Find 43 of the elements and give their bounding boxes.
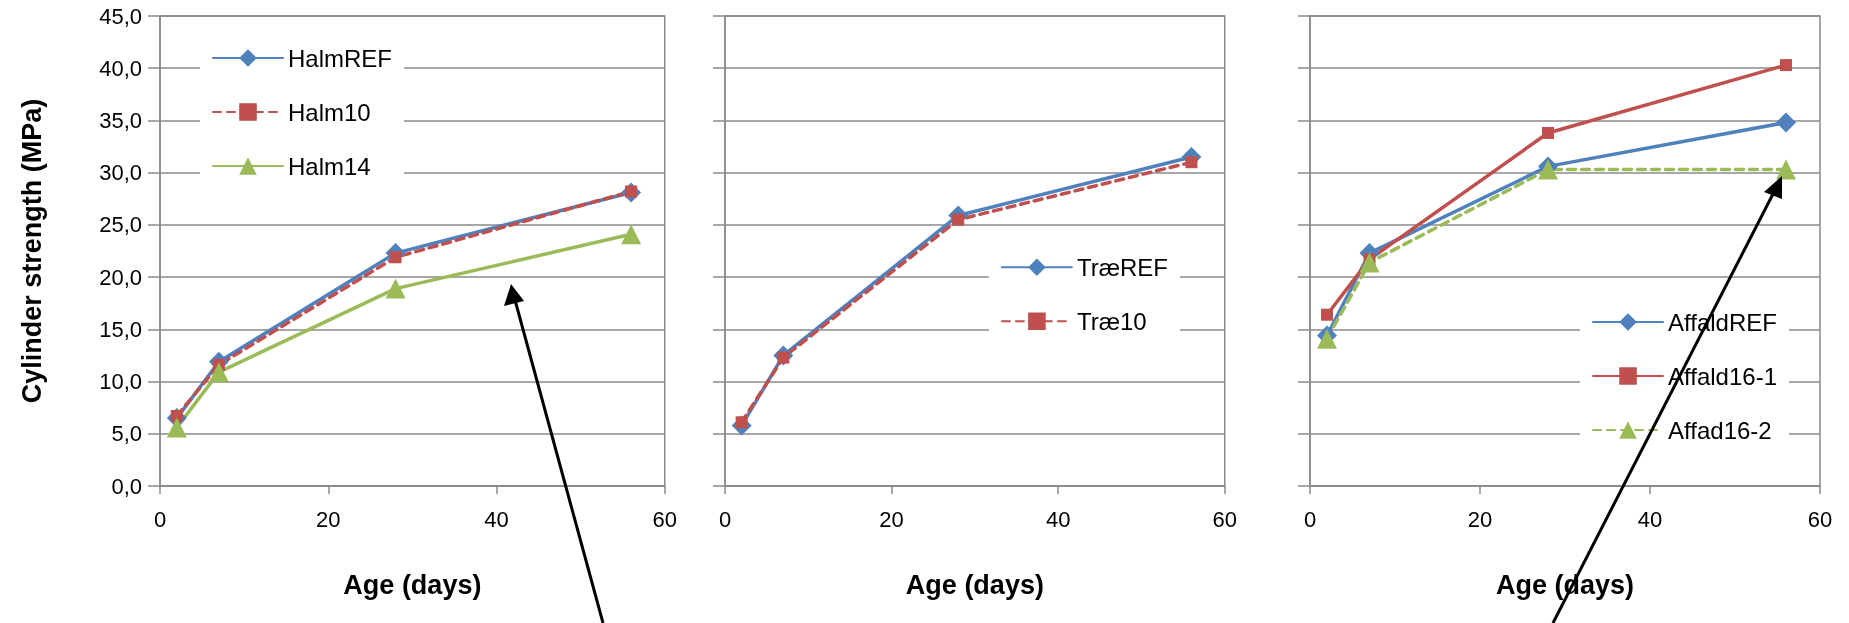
legend-label: Halm10 xyxy=(288,98,371,126)
x-tick-label: 20 xyxy=(316,506,341,532)
y-tick-label: 25,0 xyxy=(99,212,142,238)
y-tick-label: 35,0 xyxy=(99,107,142,133)
x-tick-label: 0 xyxy=(718,506,732,532)
y-tick-label: 0,0 xyxy=(111,473,142,499)
point xyxy=(166,417,187,438)
y-tick-label: 10,0 xyxy=(99,369,142,395)
x-tick-label: 40 xyxy=(484,506,509,532)
y-tick-label: 40,0 xyxy=(99,55,142,81)
x-tick-label: 20 xyxy=(1467,506,1493,532)
point xyxy=(621,224,642,245)
x-axis-title: Age (days) xyxy=(343,569,482,600)
x-tick-label: 40 xyxy=(1637,506,1663,532)
y-tick-label: 5,0 xyxy=(111,421,142,447)
y-axis-title: Cylinder strength (MPa) xyxy=(16,98,47,404)
x-tick-label: 60 xyxy=(1212,506,1238,532)
point xyxy=(1542,126,1554,139)
x-tick-label: 60 xyxy=(1807,506,1833,532)
point xyxy=(385,278,406,299)
x-tick-label: 0 xyxy=(153,506,167,532)
x-tick-label: 40 xyxy=(1045,506,1071,532)
x-axis-title: Age (days) xyxy=(905,569,1044,600)
legend-label: Halm14 xyxy=(288,152,371,180)
legend-label: TræREF xyxy=(1076,253,1169,281)
x-tick-label: 0 xyxy=(1303,506,1317,532)
x-tick-label: 20 xyxy=(879,506,904,532)
point xyxy=(1776,112,1796,133)
x-tick-label: 60 xyxy=(652,506,678,532)
legend-label: HalmREF xyxy=(288,44,393,72)
point xyxy=(1776,159,1796,180)
y-tick-label: 15,0 xyxy=(99,316,142,342)
y-tick-label: 30,0 xyxy=(99,160,142,186)
point xyxy=(1359,252,1380,273)
point xyxy=(389,251,402,264)
point xyxy=(1780,59,1792,72)
legend-label: Træ10 xyxy=(1076,307,1147,335)
point xyxy=(1321,308,1333,321)
y-tick-label: 45,0 xyxy=(99,3,142,29)
point xyxy=(1185,156,1198,169)
legend-label: Affad16-2 xyxy=(1668,416,1772,444)
y-tick-label: 20,0 xyxy=(99,264,142,290)
point xyxy=(208,362,229,383)
